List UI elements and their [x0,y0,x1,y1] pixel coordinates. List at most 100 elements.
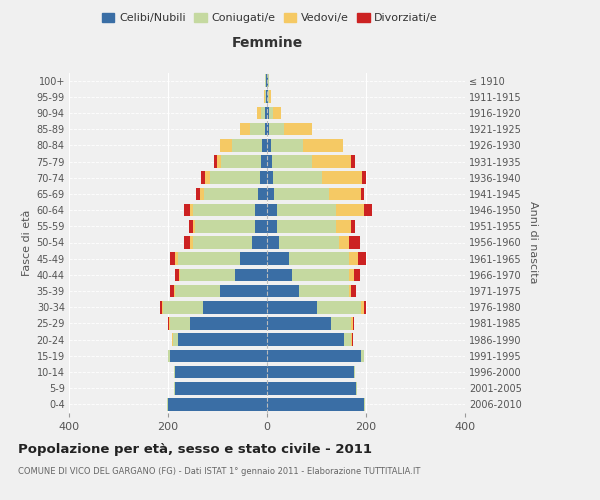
Bar [351,220,355,232]
Bar [163,301,203,314]
Bar [201,172,205,184]
Bar [364,301,366,314]
Bar [217,155,221,168]
Bar [353,317,354,330]
Bar [344,334,351,346]
Bar [170,350,267,362]
Bar [262,139,267,151]
Bar [263,90,265,103]
Bar [168,398,267,410]
Bar [311,155,351,168]
Bar [169,317,170,330]
Bar [193,204,254,216]
Bar [269,90,271,103]
Bar [220,285,267,298]
Bar [184,204,190,216]
Bar [175,366,267,378]
Y-axis label: Anni di nascita: Anni di nascita [527,201,538,283]
Bar [167,398,168,410]
Text: COMUNE DI VICO DEL GARGANO (FG) - Dati ISTAT 1° gennaio 2011 - Elaborazione TUTT: COMUNE DI VICO DEL GARGANO (FG) - Dati I… [18,468,421,476]
Bar [174,285,175,298]
Bar [178,252,240,265]
Bar [266,90,267,103]
Bar [272,155,311,168]
Bar [265,123,267,136]
Bar [203,301,267,314]
Bar [266,74,267,87]
Bar [267,268,292,281]
Bar [353,268,359,281]
Bar [178,334,267,346]
Bar [277,204,336,216]
Bar [170,285,174,298]
Bar [214,155,217,168]
Bar [322,172,362,184]
Bar [277,220,336,232]
Bar [170,317,190,330]
Bar [193,236,252,249]
Bar [361,188,364,200]
Bar [268,74,269,87]
Bar [274,188,329,200]
Bar [337,220,351,232]
Bar [356,382,357,394]
Bar [299,285,349,298]
Bar [267,350,361,362]
Bar [210,172,260,184]
Bar [339,236,349,249]
Bar [349,252,358,265]
Bar [267,90,268,103]
Bar [265,106,267,120]
Bar [317,301,361,314]
Bar [267,204,277,216]
Bar [329,188,361,200]
Bar [349,268,353,281]
Bar [284,123,311,136]
Bar [267,74,268,87]
Bar [190,236,193,249]
Bar [221,155,261,168]
Text: Popolazione per età, sesso e stato civile - 2011: Popolazione per età, sesso e stato civil… [18,442,372,456]
Bar [289,252,349,265]
Bar [303,139,343,151]
Bar [267,155,272,168]
Bar [267,252,289,265]
Bar [240,123,250,136]
Bar [260,106,265,120]
Bar [252,236,267,249]
Bar [267,285,299,298]
Bar [196,188,200,200]
Bar [349,236,359,249]
Bar [267,382,356,394]
Y-axis label: Fasce di età: Fasce di età [22,210,32,276]
Bar [257,106,260,120]
Bar [260,172,267,184]
Bar [168,350,170,362]
Bar [361,301,364,314]
Bar [184,236,190,249]
Bar [205,172,210,184]
Text: Femmine: Femmine [232,36,302,51]
Bar [267,220,277,232]
Bar [175,382,267,394]
Bar [175,285,220,298]
Bar [254,204,267,216]
Bar [273,172,322,184]
Bar [269,106,274,120]
Bar [331,317,351,330]
Bar [267,366,353,378]
Bar [351,155,355,168]
Bar [351,285,356,298]
Bar [268,90,269,103]
Legend: Celibi/Nubili, Coniugati/e, Vedovi/e, Divorziati/e: Celibi/Nubili, Coniugati/e, Vedovi/e, Di… [98,8,442,28]
Bar [271,139,303,151]
Bar [232,139,262,151]
Bar [261,155,267,168]
Bar [337,204,364,216]
Bar [168,317,169,330]
Bar [190,317,267,330]
Bar [173,334,178,346]
Bar [274,106,281,120]
Bar [267,172,273,184]
Bar [351,334,352,346]
